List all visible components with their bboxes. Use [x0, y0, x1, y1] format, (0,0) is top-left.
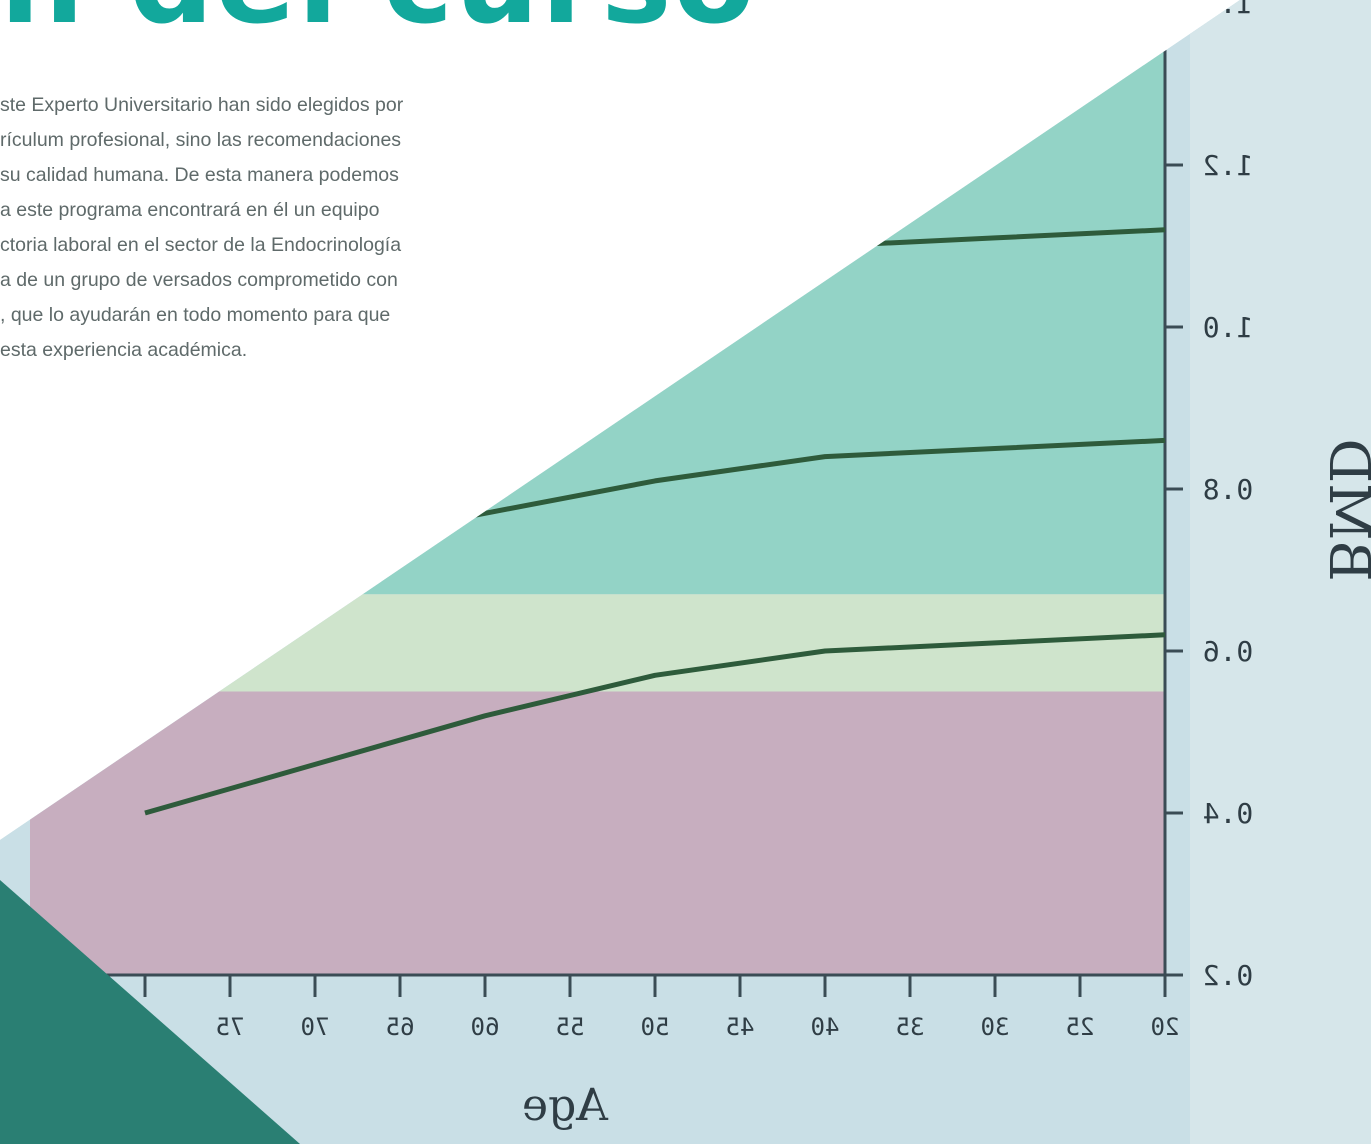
x-tick-label: 25: [1066, 1013, 1095, 1041]
x-tick-label: 35: [896, 1013, 925, 1041]
intro-line: ste Experto Universitario han sido elegi…: [0, 94, 404, 116]
y-tick-label: 0.6: [1203, 635, 1254, 668]
intro-line: su calidad humana. De esta manera podemo…: [0, 164, 399, 186]
y-axis-title: BMD: [1316, 438, 1371, 581]
x-tick-label: 65: [386, 1013, 415, 1041]
intro-line: , que lo ayudarán en todo momento para q…: [0, 304, 391, 326]
band-osteoporosis: [30, 691, 1165, 975]
y-tick-label: 0.2: [1203, 959, 1254, 992]
x-tick-label: 30: [981, 1013, 1010, 1041]
x-axis-title: Age: [522, 1080, 609, 1131]
y-tick-label: 0.4: [1203, 797, 1254, 830]
x-tick-label: 60: [471, 1013, 500, 1041]
intro-paragraph: ste Experto Universitario han sido elegi…: [0, 88, 520, 368]
intro-line: esta experiencia académica.: [0, 339, 248, 361]
x-tick-label: 70: [301, 1013, 330, 1041]
x-tick-label: 50: [641, 1013, 670, 1041]
x-tick-label: 45: [726, 1013, 755, 1041]
intro-line: rículum profesional, sino las recomendac…: [0, 129, 402, 151]
y-tick-label: 1.2: [1203, 149, 1254, 182]
course-section-title: n del curso: [0, 0, 757, 40]
intro-line: ctoria laboral en el sector de la Endocr…: [0, 234, 402, 256]
intro-line: a este programa encontrará en él un equi…: [0, 199, 380, 221]
y-tick-label: 0.8: [1203, 473, 1254, 506]
x-tick-label: 75: [216, 1013, 245, 1041]
intro-line: a de un grupo de versados comprometido c…: [0, 269, 398, 291]
bmd-curve-3: [144, 632, 1166, 816]
y-tick-label: 1.0: [1203, 311, 1254, 344]
axis-label-panel: [1190, 0, 1371, 1144]
x-tick-label: 40: [811, 1013, 840, 1041]
x-tick-label: 20: [1151, 1013, 1180, 1041]
y-tick-label: 1.4: [1203, 0, 1254, 20]
x-tick-label: 55: [556, 1013, 585, 1041]
